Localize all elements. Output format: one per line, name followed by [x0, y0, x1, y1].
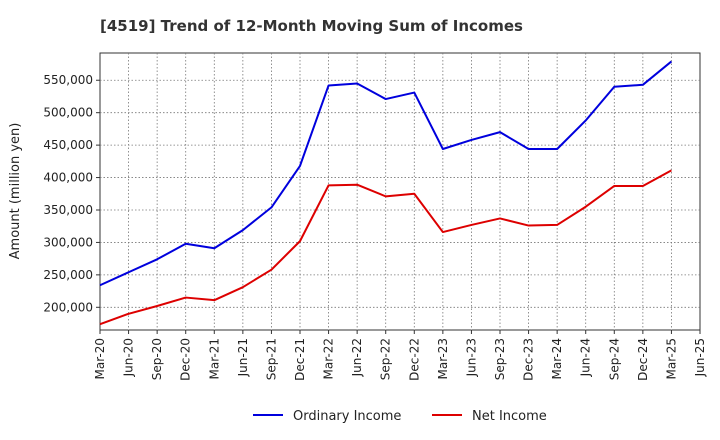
- y-tick-label: 550,000: [43, 73, 93, 87]
- x-tick-label: Jun-25: [693, 338, 707, 377]
- x-tick-label: Sep-21: [264, 338, 278, 380]
- y-tick-label: 350,000: [43, 203, 93, 217]
- legend: Ordinary Income Net Income: [253, 409, 547, 424]
- y-tick-label: 300,000: [43, 235, 93, 249]
- x-tick-label: Mar-25: [664, 338, 678, 379]
- x-tick-label: Dec-24: [636, 338, 650, 381]
- y-tick-label: 450,000: [43, 138, 93, 152]
- y-tick-label: 200,000: [43, 300, 93, 314]
- x-tick-label: Sep-22: [379, 338, 393, 380]
- x-tick-label: Jun-21: [236, 338, 250, 377]
- x-tick-label: Jun-24: [579, 338, 593, 377]
- plot-area: [99, 52, 701, 331]
- chart-title: [4519] Trend of 12-Month Moving Sum of I…: [100, 17, 523, 35]
- x-tick-label: Mar-21: [207, 338, 221, 379]
- y-tick-label: 500,000: [43, 106, 93, 120]
- x-axis-ticks: Mar-20 Jun-20 Sep-20 Dec-20 Mar-21 Jun-21 Sep-…: [93, 330, 707, 381]
- series-line-net-income: [99, 169, 672, 326]
- x-tick-label: Jun-20: [122, 338, 136, 377]
- legend-label: Net Income: [472, 409, 547, 424]
- y-tick-label: 250,000: [43, 268, 93, 282]
- y-tick-label: 400,000: [43, 171, 93, 185]
- x-tick-label: Mar-20: [93, 338, 107, 379]
- x-tick-label: Sep-24: [607, 338, 621, 380]
- series-line-ordinary-income: [99, 60, 673, 287]
- x-tick-label: Sep-20: [150, 338, 164, 380]
- x-tick-label: Dec-21: [293, 338, 307, 381]
- x-tick-label: Dec-20: [179, 338, 193, 381]
- legend-label: Ordinary Income: [293, 409, 401, 424]
- x-tick-label: Dec-22: [407, 338, 421, 381]
- x-tick-label: Mar-23: [436, 338, 450, 379]
- x-tick-label: Dec-23: [522, 338, 536, 381]
- x-tick-label: Sep-23: [493, 338, 507, 380]
- x-tick-label: Mar-24: [550, 338, 564, 379]
- x-tick-label: Jun-22: [350, 338, 364, 377]
- x-tick-label: Jun-23: [464, 338, 478, 377]
- series-lines: [99, 60, 673, 326]
- y-axis-ticks: 200,000 250,000 300,000 350,000 400,000 450,0…: [43, 73, 100, 314]
- y-axis-label: Amount (million yen): [8, 123, 23, 260]
- x-tick-label: Mar-22: [322, 338, 336, 379]
